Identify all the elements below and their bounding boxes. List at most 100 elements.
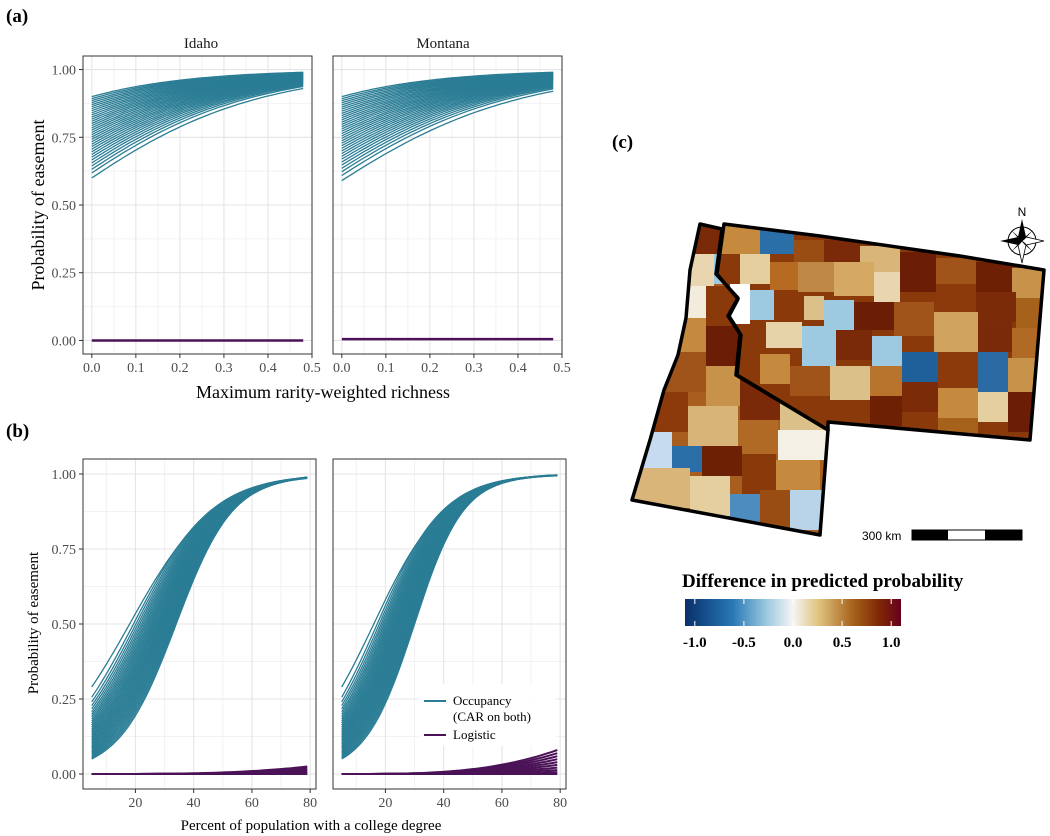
colorbar-title: Difference in predicted probability <box>682 571 964 592</box>
county <box>1008 392 1042 432</box>
county <box>790 490 824 530</box>
county <box>834 262 874 296</box>
occupancy-curve <box>341 80 554 144</box>
y-axis-title-a: Probability of easement <box>28 120 48 291</box>
county <box>676 286 706 318</box>
occupancy-curve <box>341 79 554 142</box>
county <box>802 326 836 366</box>
county <box>770 262 798 290</box>
county <box>776 460 820 490</box>
panel-c-map: N 300 km Difference in predicted probabi… <box>630 205 1046 651</box>
panel-b: 20 40 60 80 0.00 0.25 0.50 0.75 1.00 20 40 60 80 Pr… <box>26 458 567 834</box>
x-tick-label: 0.2 <box>171 361 189 376</box>
plot-b-right: 20 40 60 80 <box>332 458 567 811</box>
county <box>672 446 702 472</box>
scale-bar: 300 km <box>862 529 1023 543</box>
occupancy-curve <box>91 84 304 170</box>
county <box>938 352 978 388</box>
x-tick-label: 0.2 <box>421 361 439 376</box>
x-tick-label: 60 <box>495 796 509 811</box>
occupancy-curve <box>341 78 554 137</box>
colorbar-tick-label: -0.5 <box>732 635 756 651</box>
occupancy-curve <box>341 82 554 155</box>
county <box>804 296 824 320</box>
county <box>936 284 976 312</box>
county <box>1012 268 1042 298</box>
occupancy-curve <box>91 71 304 98</box>
occupancy-curve <box>341 83 554 160</box>
colorbar-tick-label: 0.0 <box>784 635 803 651</box>
x-tick-label: 20 <box>378 796 392 811</box>
county <box>874 272 900 302</box>
occupancy-curve <box>91 79 304 145</box>
plot-border <box>332 55 563 355</box>
county <box>798 262 834 292</box>
colorbar-tick-label: 1.0 <box>882 635 901 651</box>
x-tick-label: 20 <box>128 796 142 811</box>
panel-label-a: (a) <box>6 6 28 27</box>
occupancy-curve <box>341 83 554 157</box>
legend-logistic-label: Logistic <box>453 727 496 742</box>
north-arrow-icon: N <box>1000 205 1045 264</box>
occupancy-curve <box>341 81 554 152</box>
county <box>824 240 860 262</box>
x-tick-label: 0.5 <box>553 361 571 376</box>
county <box>750 290 774 320</box>
county <box>706 366 740 406</box>
x-tick-label: 40 <box>187 796 201 811</box>
plot-a-montana: 0.0 0.1 0.2 0.3 0.4 0.5 <box>332 55 571 376</box>
x-tick-label: 0.0 <box>333 361 351 376</box>
x-tick-label: 0.1 <box>127 361 145 376</box>
x-tick-label: 0.3 <box>465 361 483 376</box>
county <box>870 396 902 426</box>
county <box>668 318 706 352</box>
county <box>1016 298 1042 328</box>
y-tick-label: 1.00 <box>52 468 77 483</box>
county <box>978 322 1012 352</box>
county <box>902 382 938 412</box>
plot-border <box>82 458 317 790</box>
legend-occupancy-sublabel: (CAR on both) <box>453 709 531 724</box>
x-tick-label: 0.4 <box>509 361 527 376</box>
occupancy-curve <box>91 83 304 164</box>
y-tick-label: 0.75 <box>52 543 77 558</box>
county <box>894 302 934 336</box>
county <box>688 406 738 446</box>
county <box>824 300 854 330</box>
county <box>936 258 976 284</box>
plot-a-idaho: 0.0 0.1 0.2 0.3 0.4 0.5 0.00 0.25 0.50 0.75 1.00 <box>52 55 321 376</box>
y-tick-label: 0.00 <box>52 768 77 783</box>
occupancy-curve <box>91 81 304 155</box>
county <box>742 454 776 494</box>
occupancy-curve <box>341 474 558 760</box>
county <box>872 336 902 366</box>
county <box>870 366 902 396</box>
county <box>836 330 872 360</box>
occupancy-curve <box>91 87 304 179</box>
county <box>976 292 1016 322</box>
x-tick-label: 60 <box>245 796 259 811</box>
panel-label-c: (c) <box>612 132 633 153</box>
y-tick-label: 0.25 <box>52 693 77 708</box>
occupancy-curve <box>341 84 554 163</box>
county <box>938 388 978 418</box>
x-tick-label: 0.4 <box>259 361 277 376</box>
county <box>978 392 1008 422</box>
county <box>706 326 740 366</box>
x-tick-label: 40 <box>437 796 451 811</box>
county <box>976 262 1012 292</box>
plot-border <box>82 55 313 355</box>
county <box>766 322 802 348</box>
legend-occupancy-label: Occupancy <box>453 693 512 708</box>
county <box>702 446 742 476</box>
x-tick-label: 0.3 <box>215 361 233 376</box>
county <box>740 254 770 284</box>
plot-b-left: 20 40 60 80 0.00 0.25 0.50 0.75 1.00 <box>52 458 317 811</box>
county <box>790 366 830 396</box>
x-axis-title-a: Maximum rarity-weighted richness <box>196 382 450 402</box>
occupancy-curve <box>91 84 304 167</box>
occupancy-curve <box>341 90 554 182</box>
y-tick-label: 0.50 <box>52 618 77 633</box>
x-axis-title-b: Percent of population with a college deg… <box>181 818 442 834</box>
